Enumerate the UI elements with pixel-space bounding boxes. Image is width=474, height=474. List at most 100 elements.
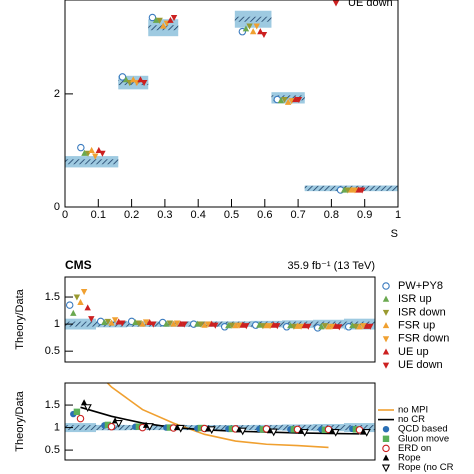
marker [269, 428, 278, 437]
marker [256, 321, 263, 328]
marker [243, 323, 250, 330]
y-tick-label: 1 [54, 318, 60, 330]
marker [167, 16, 174, 23]
marker [356, 323, 363, 330]
marker [88, 316, 95, 323]
marker [382, 348, 390, 355]
marker [166, 320, 174, 327]
y-tick-label: 1.5 [45, 399, 60, 411]
marker [232, 322, 239, 329]
marker [318, 323, 325, 330]
marker [382, 336, 390, 343]
marker [235, 322, 243, 329]
legend-label: FSR up [398, 320, 435, 332]
marker [358, 187, 366, 194]
marker [336, 324, 343, 331]
marker [119, 320, 126, 327]
marker [207, 426, 216, 435]
x-axis-label: S [391, 228, 398, 240]
y-tick-label: 1 [54, 421, 60, 433]
marker [242, 25, 250, 32]
marker [212, 322, 219, 329]
legend-label: UE down [398, 359, 443, 371]
marker [344, 187, 351, 194]
marker [173, 320, 181, 327]
marker [208, 320, 215, 327]
marker [111, 317, 119, 324]
marker [321, 323, 329, 330]
marker [367, 323, 374, 330]
marker [228, 322, 236, 329]
legend-label: Rope (no CR [398, 462, 454, 473]
marker [328, 323, 336, 330]
plot-area [65, 383, 375, 449]
legend-label: QCD based [398, 424, 448, 435]
marker [288, 98, 295, 105]
marker [287, 322, 294, 329]
panel-title: CMS [65, 258, 92, 272]
marker [107, 422, 116, 431]
marker [150, 321, 157, 328]
marker [348, 186, 355, 193]
marker [204, 321, 212, 328]
legend-label: ISR up [398, 293, 432, 305]
marker [359, 323, 367, 330]
marker [101, 318, 108, 326]
panel-subtitle: 35.9 fb⁻¹ (13 TeV) [287, 260, 375, 272]
marker [77, 143, 85, 152]
legend-label: UE up [398, 346, 429, 358]
x-tick-label: 0.5 [224, 209, 239, 221]
marker [139, 320, 146, 327]
marker [295, 96, 303, 104]
x-tick-label: 0.3 [157, 209, 172, 221]
plot-frame [64, 276, 376, 363]
data-hatch [65, 321, 96, 327]
marker [80, 399, 88, 406]
marker [382, 444, 390, 453]
marker [277, 97, 285, 104]
marker [135, 320, 143, 327]
legend-label: ERD on [398, 443, 431, 454]
marker [382, 295, 390, 302]
marker [92, 153, 99, 160]
marker [352, 323, 360, 330]
marker [156, 17, 163, 24]
y-tick-label: 0.5 [45, 444, 60, 456]
marker [142, 319, 150, 326]
data-hatch [65, 159, 119, 165]
x-tick-label: 1 [395, 209, 401, 221]
marker [140, 80, 148, 87]
marker [84, 304, 91, 311]
line [106, 383, 329, 449]
marker [259, 323, 267, 330]
marker [300, 428, 309, 437]
marker [99, 150, 106, 157]
y-tick-label: 2 [54, 88, 60, 100]
marker [108, 319, 115, 326]
marker [290, 323, 298, 330]
marker [225, 322, 232, 329]
x-tick-label: 0 [62, 209, 68, 221]
marker [274, 323, 281, 330]
y-tick-label: 0 [54, 201, 60, 213]
marker [70, 309, 77, 316]
marker [362, 428, 371, 437]
marker [177, 320, 184, 327]
marker [65, 301, 74, 309]
marker [104, 421, 112, 429]
marker [382, 454, 390, 461]
marker [170, 14, 178, 22]
marker [297, 323, 305, 330]
data-hatch [234, 16, 272, 22]
marker [349, 322, 356, 329]
marker [201, 321, 208, 328]
marker [260, 31, 268, 39]
marker [292, 96, 299, 103]
y-axis-label: Theory/Data [14, 288, 26, 349]
marker [194, 320, 201, 327]
marker [382, 309, 390, 316]
marker [331, 428, 340, 437]
marker [176, 424, 185, 433]
marker [253, 23, 260, 30]
marker [305, 323, 312, 330]
